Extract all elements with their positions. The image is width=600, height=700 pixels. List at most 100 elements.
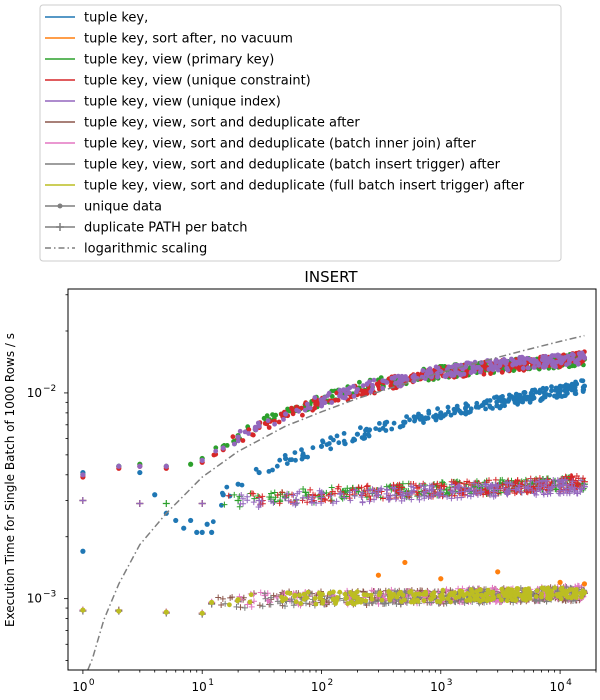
x-tick-exponent: 0 [89, 678, 95, 688]
data-point [300, 412, 305, 418]
data-point [492, 598, 499, 605]
data-point [284, 490, 291, 497]
data-point [573, 388, 578, 394]
data-point [391, 420, 397, 426]
data-point [355, 484, 362, 491]
data-point [80, 472, 86, 478]
data-point [580, 387, 586, 393]
data-point [504, 365, 510, 371]
data-point [401, 419, 406, 425]
data-point [233, 603, 240, 610]
data-point [557, 364, 563, 370]
data-point [433, 364, 439, 370]
data-point [234, 496, 242, 504]
legend-item: duplicate PATH per batch [45, 221, 247, 236]
data-point [558, 476, 565, 483]
data-point [555, 387, 561, 393]
data-point [461, 480, 468, 487]
data-point [508, 481, 515, 488]
legend-label: tuple key, view (unique constraint) [84, 74, 311, 89]
data-point [238, 491, 245, 498]
data-point [368, 587, 375, 594]
data-point [274, 463, 280, 469]
data-point [272, 421, 277, 427]
data-point [386, 589, 392, 594]
data-point [359, 492, 366, 499]
data-point [535, 478, 542, 485]
data-point [333, 601, 338, 606]
chart-title: INSERT [304, 268, 358, 286]
data-point [515, 586, 521, 592]
data-point [342, 395, 347, 401]
data-point [285, 497, 292, 504]
data-point [525, 365, 531, 371]
series [80, 349, 588, 480]
data-point [539, 591, 545, 597]
data-point [396, 378, 402, 384]
legend-item: tuple key, view, sort and deduplicate (b… [45, 158, 501, 173]
data-point [397, 488, 404, 495]
data-point [336, 491, 343, 498]
data-point [386, 496, 393, 503]
data-point [489, 591, 495, 597]
y-tick-label: 10 [27, 592, 42, 606]
data-point [300, 453, 305, 459]
legend-marker [56, 223, 64, 231]
data-point [451, 372, 457, 378]
data-point [577, 356, 582, 361]
x-tick-label: 10 [311, 680, 326, 694]
data-point [493, 357, 499, 363]
data-point [281, 495, 288, 502]
data-point [304, 494, 311, 501]
data-point [199, 610, 205, 616]
data-point [420, 483, 427, 490]
data-point [301, 591, 307, 597]
data-point [403, 599, 410, 606]
data-point [486, 366, 492, 372]
data-point [282, 411, 289, 417]
data-point [484, 598, 490, 604]
data-point [540, 490, 547, 497]
data-point [479, 360, 484, 365]
data-point [499, 369, 505, 375]
data-point [413, 415, 418, 421]
y-tick-exponent: −3 [43, 590, 56, 600]
legend-label: unique data [84, 200, 162, 215]
data-point [299, 405, 304, 411]
data-point [253, 466, 259, 472]
data-point [399, 599, 404, 604]
data-point [471, 593, 477, 599]
series [80, 585, 588, 616]
legend-label: tuple key, view, sort and deduplicate (f… [84, 179, 525, 194]
data-point [490, 488, 497, 495]
data-point [405, 595, 412, 602]
data-point [318, 489, 325, 496]
data-point [461, 371, 467, 377]
data-point [455, 489, 462, 496]
data-point [527, 398, 533, 404]
data-point [564, 383, 570, 389]
data-point [448, 412, 454, 418]
data-point [293, 599, 299, 605]
data-point [581, 581, 588, 587]
data-point [509, 356, 514, 362]
data-point [343, 596, 349, 601]
data-point [478, 489, 485, 496]
data-point [541, 363, 547, 369]
data-point [262, 595, 269, 602]
data-point [219, 502, 224, 508]
data-point [534, 588, 540, 594]
data-point [267, 601, 274, 608]
data-point [79, 496, 87, 504]
data-point [435, 492, 442, 499]
data-point [372, 489, 379, 496]
legend-item: tuple key, view (primary key) [45, 53, 274, 68]
data-point [301, 596, 307, 602]
legend-item: tuple key, view, sort and deduplicate af… [45, 116, 360, 131]
data-point [409, 489, 416, 496]
series [375, 559, 588, 587]
data-point [563, 481, 570, 488]
data-point [281, 417, 286, 422]
data-point [294, 490, 301, 497]
data-point [402, 559, 408, 566]
